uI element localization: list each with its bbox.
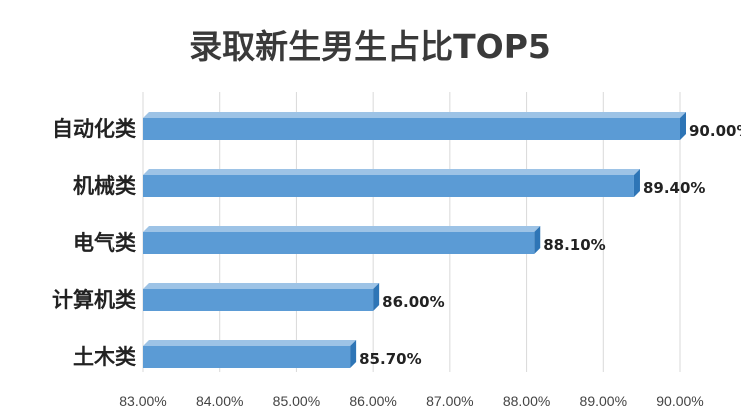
- bar-side-face: [633, 169, 640, 197]
- bar-top-face: [143, 283, 380, 289]
- category-label: 电气类: [73, 231, 137, 255]
- chart-title: 录取新生男生占比TOP5: [189, 27, 551, 66]
- data-label: 89.40%: [643, 179, 705, 197]
- x-tick-label: 87.00%: [426, 393, 473, 409]
- bar: [143, 169, 640, 197]
- bar-side-face: [680, 112, 686, 140]
- data-labels: 90.00% 89.40% 88.10% 86.00% 85.70%: [359, 122, 741, 368]
- x-tick-label: 85.00%: [273, 393, 320, 409]
- bar-side-face: [350, 340, 357, 368]
- bar-front-face: [143, 289, 374, 311]
- x-tick-label: 83.00%: [119, 393, 166, 409]
- x-tick-label: 90.00%: [656, 393, 703, 409]
- bar-top-face: [143, 340, 357, 346]
- category-label: 计算机类: [52, 288, 137, 312]
- data-label: 85.70%: [359, 350, 421, 368]
- x-tick-label: 88.00%: [503, 393, 550, 409]
- bar: [143, 226, 541, 254]
- data-label: 88.10%: [543, 236, 605, 254]
- bar-side-face: [373, 283, 380, 311]
- bar-top-face: [143, 226, 541, 232]
- x-tick-labels: 83.00% 84.00% 85.00% 86.00% 87.00% 88.00% 89.0…: [119, 393, 703, 409]
- x-tick-label: 86.00%: [349, 393, 396, 409]
- category-label: 机械类: [73, 174, 137, 198]
- data-label: 86.00%: [382, 293, 444, 311]
- bar-top-face: [143, 169, 640, 175]
- data-label: 90.00%: [689, 122, 741, 140]
- bar: [143, 283, 380, 311]
- bar: [143, 112, 686, 140]
- category-label: 自动化类: [52, 117, 137, 141]
- bar: [143, 340, 357, 368]
- bar-front-face: [143, 118, 680, 140]
- bar-front-face: [143, 175, 634, 197]
- bar-front-face: [143, 346, 351, 368]
- category-label: 土木类: [73, 345, 137, 369]
- x-tick-label: 89.00%: [580, 393, 627, 409]
- bar-top-face: [143, 112, 686, 118]
- bar-side-face: [534, 226, 541, 254]
- bars: [143, 112, 686, 368]
- bar-front-face: [143, 232, 535, 254]
- x-tick-label: 84.00%: [196, 393, 243, 409]
